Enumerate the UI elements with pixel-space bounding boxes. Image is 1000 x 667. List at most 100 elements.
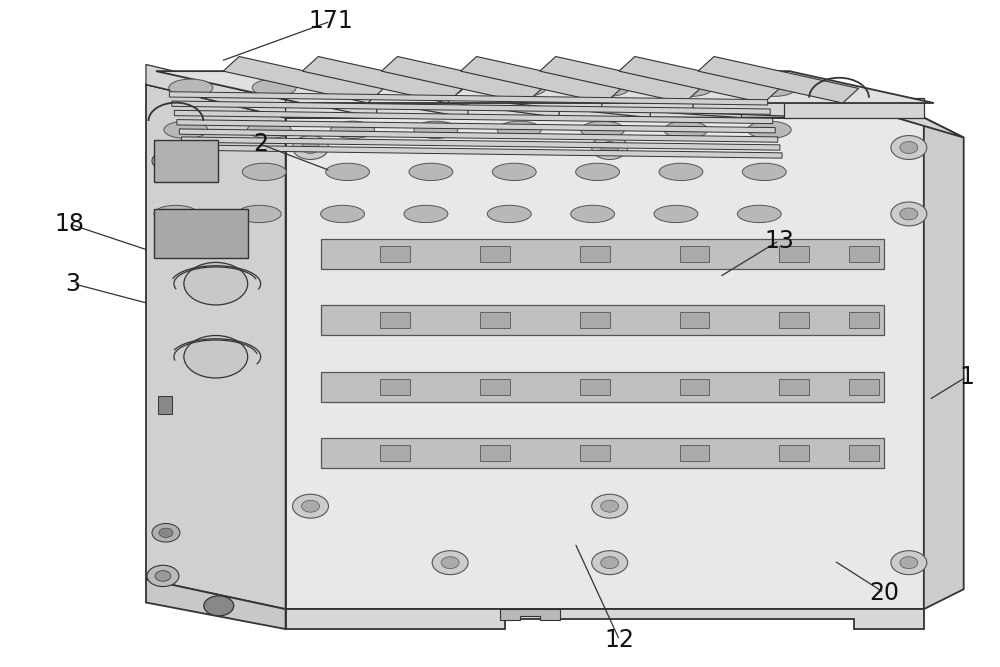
Ellipse shape <box>752 79 796 96</box>
Circle shape <box>159 156 173 165</box>
Polygon shape <box>779 312 809 328</box>
Ellipse shape <box>169 79 213 96</box>
Polygon shape <box>172 101 770 114</box>
Polygon shape <box>320 305 884 335</box>
Polygon shape <box>580 246 610 261</box>
Circle shape <box>155 571 171 581</box>
Polygon shape <box>849 445 879 461</box>
Circle shape <box>184 336 248 378</box>
Text: 2: 2 <box>253 132 268 156</box>
Polygon shape <box>320 372 884 402</box>
Ellipse shape <box>331 121 374 139</box>
Polygon shape <box>461 57 621 103</box>
Polygon shape <box>380 312 410 328</box>
Polygon shape <box>849 312 879 328</box>
Polygon shape <box>500 609 560 620</box>
Circle shape <box>601 557 619 569</box>
FancyBboxPatch shape <box>154 139 218 182</box>
Circle shape <box>159 528 173 538</box>
Polygon shape <box>177 119 775 133</box>
Ellipse shape <box>747 121 791 139</box>
Polygon shape <box>480 312 510 328</box>
Polygon shape <box>381 57 542 103</box>
Polygon shape <box>480 379 510 395</box>
Circle shape <box>891 551 927 574</box>
Ellipse shape <box>237 205 281 223</box>
Text: 1: 1 <box>959 365 974 389</box>
Polygon shape <box>184 145 782 158</box>
Circle shape <box>147 566 179 586</box>
Circle shape <box>592 494 628 518</box>
Circle shape <box>900 141 918 153</box>
Ellipse shape <box>409 163 453 181</box>
Ellipse shape <box>247 121 291 139</box>
Ellipse shape <box>492 163 536 181</box>
Polygon shape <box>320 239 884 269</box>
Circle shape <box>293 494 328 518</box>
Ellipse shape <box>252 79 296 96</box>
Polygon shape <box>580 445 610 461</box>
Ellipse shape <box>502 79 546 96</box>
Polygon shape <box>156 71 934 103</box>
Polygon shape <box>420 79 559 117</box>
Polygon shape <box>480 445 510 461</box>
Ellipse shape <box>336 79 379 96</box>
Text: 171: 171 <box>308 9 353 33</box>
Polygon shape <box>286 609 924 629</box>
Ellipse shape <box>419 79 463 96</box>
Circle shape <box>302 500 320 512</box>
Ellipse shape <box>326 163 370 181</box>
Polygon shape <box>619 57 779 103</box>
Text: 20: 20 <box>869 580 899 604</box>
Ellipse shape <box>497 121 541 139</box>
Circle shape <box>891 202 927 226</box>
Polygon shape <box>380 379 410 395</box>
Circle shape <box>601 141 619 153</box>
Circle shape <box>592 551 628 574</box>
Circle shape <box>900 208 918 220</box>
Polygon shape <box>328 74 468 117</box>
Text: 12: 12 <box>605 628 635 652</box>
Ellipse shape <box>321 205 365 223</box>
Polygon shape <box>784 85 964 137</box>
Circle shape <box>204 596 234 616</box>
FancyBboxPatch shape <box>158 396 172 414</box>
Ellipse shape <box>154 205 198 223</box>
Polygon shape <box>179 129 778 142</box>
Polygon shape <box>380 246 410 261</box>
Circle shape <box>601 500 619 512</box>
Ellipse shape <box>242 163 286 181</box>
Polygon shape <box>286 117 924 609</box>
Polygon shape <box>237 69 377 117</box>
Polygon shape <box>602 88 741 117</box>
Circle shape <box>302 141 320 153</box>
Text: 3: 3 <box>66 271 81 295</box>
Ellipse shape <box>586 79 629 96</box>
FancyBboxPatch shape <box>154 209 248 258</box>
Polygon shape <box>223 57 384 103</box>
Ellipse shape <box>659 163 703 181</box>
Text: 13: 13 <box>764 229 794 253</box>
Ellipse shape <box>164 121 208 139</box>
Circle shape <box>592 135 628 159</box>
Ellipse shape <box>571 205 615 223</box>
Polygon shape <box>693 93 833 117</box>
Polygon shape <box>779 246 809 261</box>
Polygon shape <box>146 85 924 117</box>
Ellipse shape <box>576 163 620 181</box>
Polygon shape <box>924 117 964 609</box>
Ellipse shape <box>404 205 448 223</box>
Polygon shape <box>680 445 709 461</box>
Ellipse shape <box>654 205 698 223</box>
Polygon shape <box>146 85 286 609</box>
Polygon shape <box>146 65 286 117</box>
Ellipse shape <box>581 121 625 139</box>
Polygon shape <box>380 445 410 461</box>
Ellipse shape <box>669 79 713 96</box>
Polygon shape <box>849 379 879 395</box>
Circle shape <box>293 135 328 159</box>
Circle shape <box>152 151 180 170</box>
Polygon shape <box>174 110 773 123</box>
Polygon shape <box>779 445 809 461</box>
Polygon shape <box>169 92 768 105</box>
